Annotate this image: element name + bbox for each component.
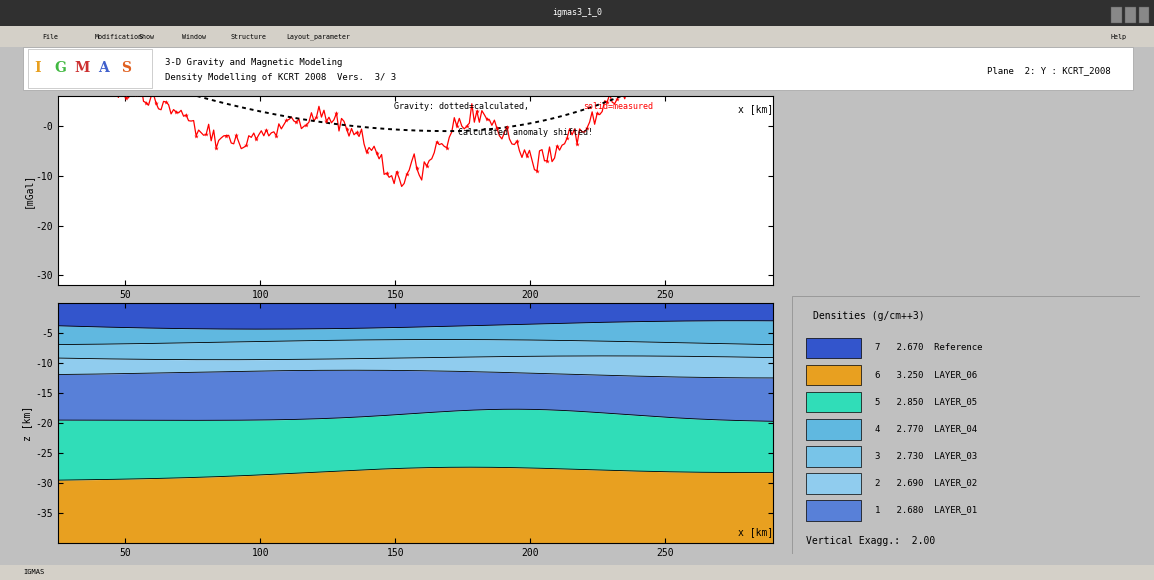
Text: 5   2.850  LAYER_05: 5 2.850 LAYER_05	[875, 397, 977, 406]
Bar	[1139, 7, 1149, 23]
Text: Structure: Structure	[231, 34, 267, 39]
Text: igmas3_1_0: igmas3_1_0	[552, 8, 602, 17]
Text: Density Modelling of KCRT 2008  Vers.  3/ 3: Density Modelling of KCRT 2008 Vers. 3/ …	[165, 73, 396, 82]
Bar	[23, 47, 1133, 90]
Text: Gravity: dotted=calculated,: Gravity: dotted=calculated,	[394, 102, 534, 111]
Bar	[1111, 7, 1122, 23]
Text: 1   2.680  LAYER_01: 1 2.680 LAYER_01	[875, 506, 977, 514]
Text: Window: Window	[182, 34, 207, 39]
Text: Calculated anomaly shifted!: Calculated anomaly shifted!	[458, 128, 593, 137]
FancyBboxPatch shape	[805, 473, 861, 494]
FancyBboxPatch shape	[805, 338, 861, 358]
Text: 2   2.690  LAYER_02: 2 2.690 LAYER_02	[875, 478, 977, 487]
Text: S: S	[121, 61, 130, 75]
Text: M: M	[74, 61, 90, 75]
Text: IGMAS: IGMAS	[23, 570, 44, 575]
Text: 3-D Gravity and Magnetic Modeling: 3-D Gravity and Magnetic Modeling	[165, 57, 343, 67]
Text: x [km]: x [km]	[737, 104, 773, 114]
Text: Layout_parameter: Layout_parameter	[286, 33, 350, 40]
Bar	[0, 565, 1154, 580]
Y-axis label: [mGal]: [mGal]	[22, 173, 32, 208]
Text: solid=measured: solid=measured	[584, 102, 653, 111]
Text: 7   2.670  Reference: 7 2.670 Reference	[875, 343, 983, 352]
Bar	[0, 0, 1154, 26]
FancyBboxPatch shape	[805, 446, 861, 467]
Text: Modification: Modification	[95, 34, 143, 39]
Text: Vertical Exagg.:  2.00: Vertical Exagg.: 2.00	[805, 536, 935, 546]
Text: Show: Show	[138, 34, 155, 39]
Text: G: G	[54, 61, 66, 75]
Text: 3   2.730  LAYER_03: 3 2.730 LAYER_03	[875, 451, 977, 461]
Text: A: A	[98, 61, 110, 75]
FancyBboxPatch shape	[805, 365, 861, 385]
FancyBboxPatch shape	[805, 392, 861, 412]
Text: 4   2.770  LAYER_04: 4 2.770 LAYER_04	[875, 424, 977, 433]
FancyBboxPatch shape	[805, 500, 861, 521]
Bar	[1125, 7, 1136, 23]
Text: Densities (g/cm++3): Densities (g/cm++3)	[812, 311, 924, 321]
Bar	[0, 26, 1154, 47]
Text: Help: Help	[1110, 34, 1126, 39]
Text: File: File	[43, 34, 59, 39]
Text: Plane  2: Y : KCRT_2008: Plane 2: Y : KCRT_2008	[987, 66, 1110, 75]
Y-axis label: z [km]: z [km]	[22, 405, 32, 441]
Text: I: I	[35, 61, 42, 75]
FancyBboxPatch shape	[805, 419, 861, 440]
Text: x [km]: x [km]	[737, 527, 773, 538]
Bar	[28, 49, 152, 88]
Text: 6   3.250  LAYER_06: 6 3.250 LAYER_06	[875, 370, 977, 379]
